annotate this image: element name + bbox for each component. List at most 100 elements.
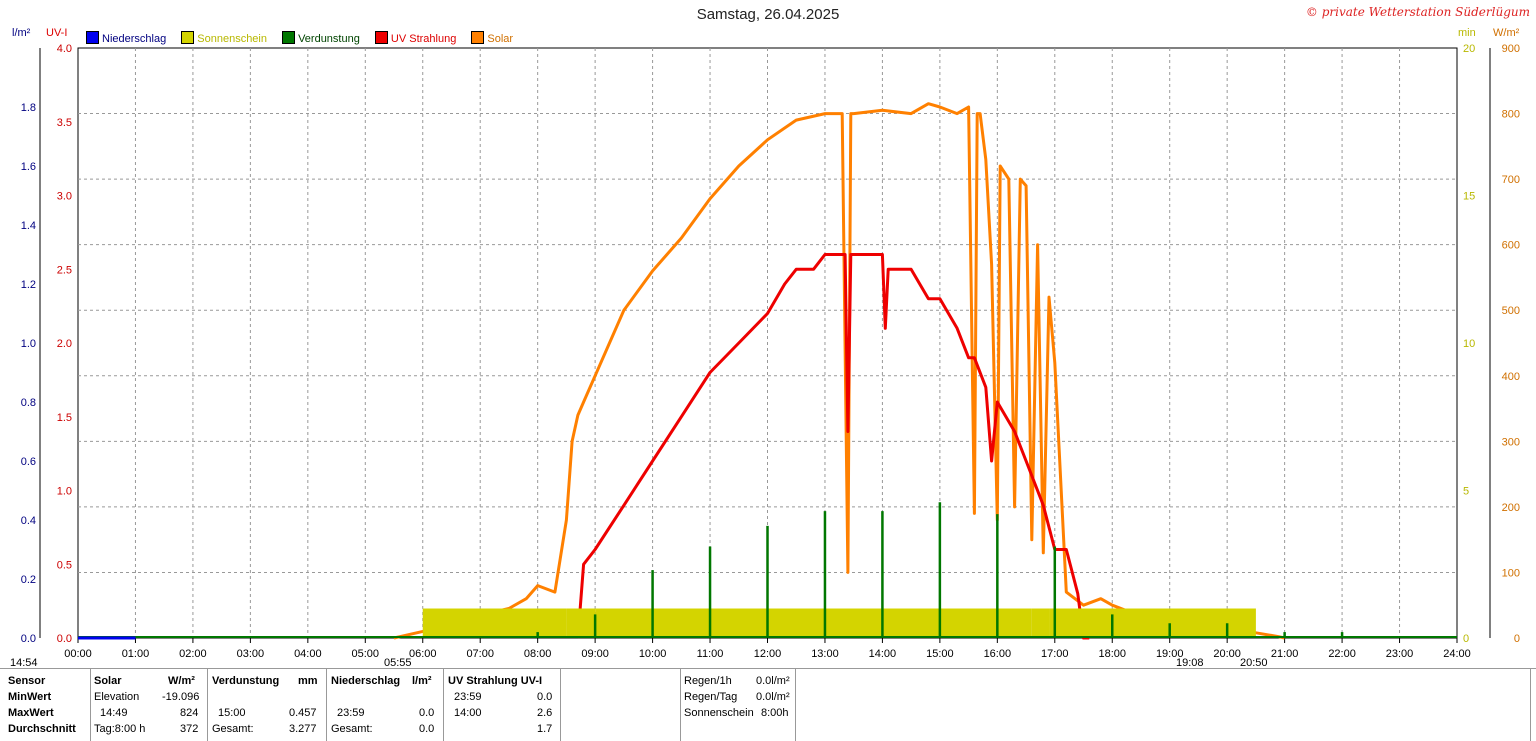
y-tick-label-uv: 3.5 [57, 117, 72, 129]
y-tick-label-solar: 0 [1514, 633, 1520, 645]
stats-nied-avg-value: 0.0 [419, 723, 435, 735]
x-tick-label: 23:00 [1386, 648, 1414, 660]
stats-solar-header: Solar [94, 675, 122, 687]
stats-nied-max-time: 23:59 [337, 707, 365, 719]
legend-label: Sonnenschein [197, 33, 267, 45]
x-tick-label: 19:00 [1156, 648, 1184, 660]
stats-solar-max-time: 14:49 [100, 707, 128, 719]
chart-canvas: 00:00 01:00 02:00 03:00 04:00 05:00 06:00 07:00… [21, 43, 1520, 660]
sonnenschein-bar [882, 608, 940, 638]
y-tick-label-sonnenschein: 5 [1463, 486, 1469, 498]
x-tick-label: 07:00 [466, 648, 494, 660]
y-tick-label-solar: 300 [1502, 436, 1520, 448]
legend: Niederschlag Sonnenschein Verdunstung UV… [86, 31, 525, 45]
stats-regentag-label: Regen/Tag [684, 691, 738, 703]
y-tick-label-niederschlag: 1.8 [21, 102, 36, 114]
stats-regen1h-label: Regen/1h [684, 675, 732, 687]
stats-solar-unit: W/m² [168, 675, 195, 687]
chart-title: Samstag, 26.04.2025 [696, 6, 840, 23]
stats-row-min: MinWert [8, 691, 52, 703]
y-tick-label-solar: 800 [1502, 109, 1520, 121]
stats-uv-max-value: 2.6 [537, 707, 553, 719]
y-tick-label-uv: 3.0 [57, 191, 72, 203]
x-tick-label: 12:00 [754, 648, 782, 660]
sonnenschein-bar [939, 608, 998, 638]
stats-nied-header: Niederschlag [331, 675, 401, 687]
stats-verd-header: Verdunstung [212, 675, 280, 687]
stats-uv-header: UV Strahlung UV-I [448, 675, 543, 687]
stats-regentag-value: 0.0l/m² [756, 691, 790, 703]
y-tick-label-solar: 100 [1502, 567, 1520, 579]
sonnenschein-bar [652, 608, 711, 638]
stats-uv-avg-value: 1.7 [537, 723, 553, 735]
legend-label: Verdunstung [298, 33, 360, 45]
x-tick-label: 04:00 [294, 648, 322, 660]
stats-verd-unit: mm [298, 675, 318, 687]
sonnenschein-bar [1049, 608, 1256, 638]
legend-item-niederschlag: Niederschlag [86, 31, 166, 45]
y-tick-label-niederschlag: 1.2 [21, 279, 36, 291]
stats-divider [680, 669, 681, 741]
x-tick-label: 15:00 [926, 648, 954, 660]
sonnenschein-bar [566, 608, 596, 638]
stats-uv-max-time: 14:00 [454, 707, 482, 719]
legend-swatch [374, 31, 388, 44]
axis-unit-niederschlag: l/m² [12, 27, 31, 39]
stats-row-avg: Durchschnitt [8, 723, 76, 735]
stats-table: Sensor MinWert MaxWert Durchschnitt Sola… [0, 669, 1536, 741]
y-tick-label-sonnenschein: 0 [1463, 633, 1469, 645]
y-tick-label-uv: 1.0 [57, 486, 72, 498]
stats-verd-max-value: 0.457 [289, 707, 317, 719]
y-tick-label-niederschlag: 1.0 [21, 338, 36, 350]
sonnenschein-bar [710, 608, 768, 638]
stats-uv-min-time: 23:59 [454, 691, 482, 703]
stats-uv-min-value: 0.0 [537, 691, 553, 703]
y-tick-label-sonnenschein: 20 [1463, 43, 1475, 55]
y-tick-label-niederschlag: 0.8 [21, 397, 36, 409]
copyright-label: © private Wetterstation Süderlügum [1305, 5, 1530, 19]
sonnenschein-bar [767, 608, 825, 638]
stats-header-sensor: Sensor [8, 675, 46, 687]
x-tick-label: 08:00 [524, 648, 552, 660]
y-tick-label-niederschlag: 1.6 [21, 161, 36, 173]
stats-verd-max-time: 15:00 [218, 707, 246, 719]
x-tick-label: 18:00 [1098, 648, 1126, 660]
x-tick-label: 09:00 [581, 648, 609, 660]
sunset-mark: 19:08 [1176, 657, 1204, 669]
y-tick-label-niederschlag: 0.6 [21, 456, 36, 468]
legend-item-sonnenschein: Sonnenschein [181, 31, 267, 45]
stats-divider [560, 669, 561, 741]
x-tick-label: 02:00 [179, 648, 207, 660]
sun-marker-left: 14:54 [10, 657, 38, 669]
x-tick-label: 17:00 [1041, 648, 1069, 660]
stats-row-max: MaxWert [8, 707, 54, 719]
stats-regen1h-value: 0.0l/m² [756, 675, 790, 687]
legend-label: Niederschlag [102, 33, 167, 45]
stats-solar-avg-value: 372 [180, 723, 199, 735]
y-tick-label-solar: 400 [1502, 371, 1520, 383]
axis-unit-uv: UV-I [46, 27, 68, 39]
stats-nied-max-value: 0.0 [419, 707, 435, 719]
y-tick-label-uv: 2.0 [57, 338, 72, 350]
y-tick-label-solar: 600 [1502, 240, 1520, 252]
y-tick-label-uv: 1.5 [57, 412, 72, 424]
sonnenschein-bar [1031, 608, 1050, 638]
sonnenschein-bar [824, 608, 883, 638]
x-tick-label: 16:00 [984, 648, 1012, 660]
x-tick-label: 03:00 [237, 648, 265, 660]
sonnenschein-bar [422, 608, 567, 638]
y-tick-label-niederschlag: 1.4 [21, 220, 36, 232]
stats-divider [1530, 669, 1531, 741]
sunset-marker: 20:50 [1240, 657, 1268, 669]
y-tick-label-niederschlag: 0.4 [21, 515, 36, 527]
stats-sonnenschein-value: 8:00h [761, 707, 789, 719]
x-tick-label: 13:00 [811, 648, 839, 660]
stats-divider [326, 669, 327, 741]
axis-unit-sonnenschein: min [1458, 27, 1476, 39]
legend-label: UV Strahlung [390, 33, 457, 45]
legend-item-uv: UV Strahlung [374, 31, 457, 45]
y-tick-label-niederschlag: 0.0 [21, 633, 36, 645]
stats-solar-avg-label: Tag:8:00 h [94, 723, 146, 735]
x-tick-label: 05:00 [352, 648, 380, 660]
x-tick-label: 21:00 [1271, 648, 1299, 660]
